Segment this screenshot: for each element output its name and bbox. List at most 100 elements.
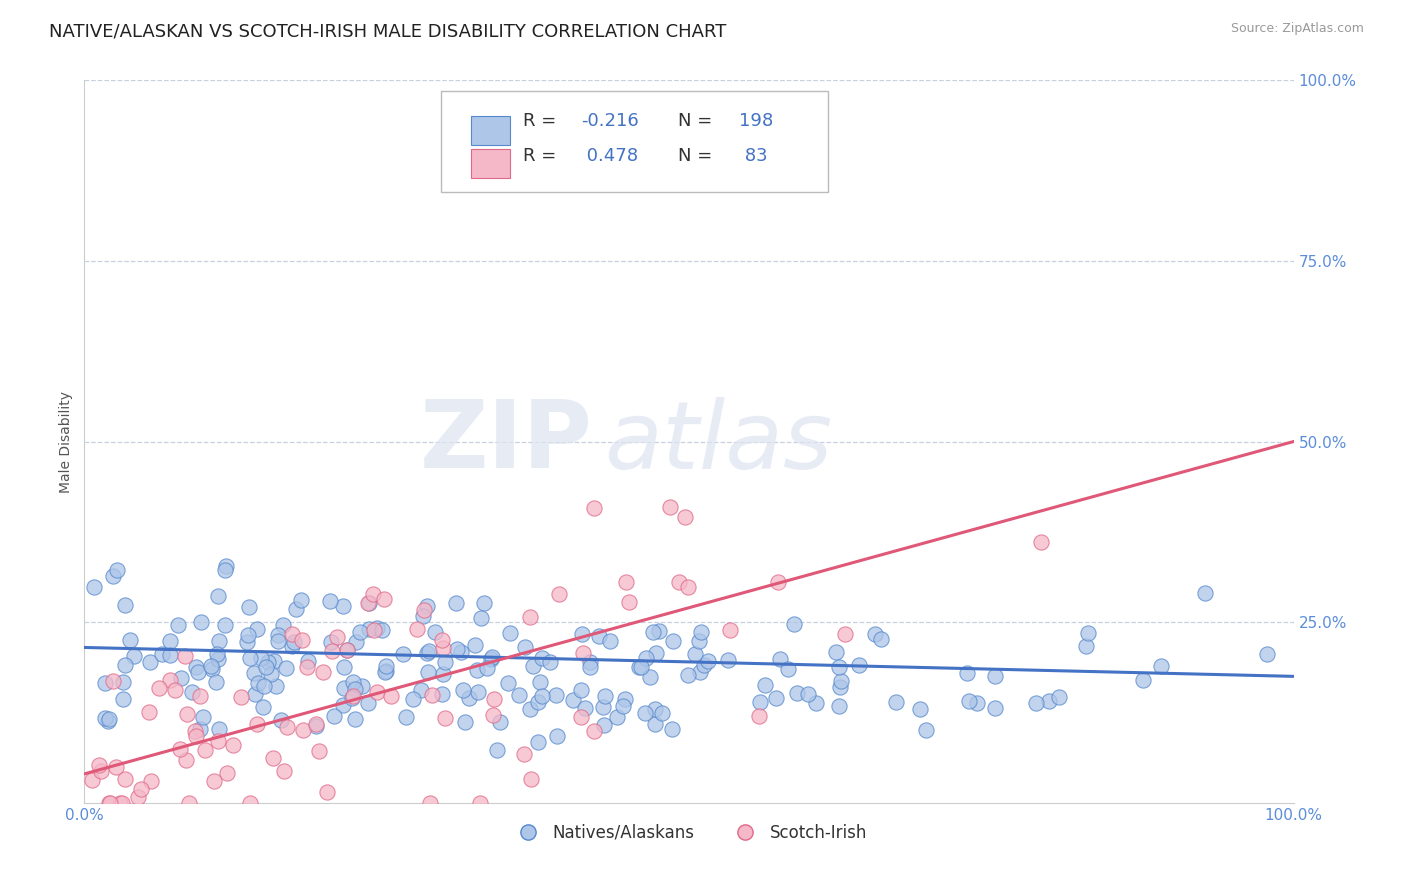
Point — [323, 709, 346, 723]
Point — [1256, 647, 1278, 661]
Point — [661, 722, 683, 736]
Point — [254, 660, 277, 674]
Point — [984, 669, 1007, 683]
Point — [291, 723, 314, 738]
Point — [107, 564, 129, 578]
Point — [373, 591, 395, 606]
Point — [183, 723, 205, 738]
Point — [191, 709, 214, 723]
Point — [129, 781, 152, 796]
Point — [283, 635, 305, 649]
Point — [606, 710, 628, 724]
Point — [432, 641, 454, 656]
Point — [477, 661, 499, 675]
Point — [247, 675, 270, 690]
Point — [312, 665, 335, 680]
FancyBboxPatch shape — [441, 91, 828, 193]
Point — [101, 674, 124, 689]
Point — [538, 655, 561, 669]
Point — [336, 642, 359, 657]
Point — [344, 635, 367, 649]
Point — [444, 596, 467, 610]
Point — [297, 654, 319, 668]
Point — [446, 641, 468, 656]
Point — [305, 719, 328, 733]
Point — [612, 699, 634, 714]
Point — [374, 665, 396, 679]
Point — [630, 660, 652, 674]
Point — [479, 651, 502, 665]
Point — [718, 624, 741, 638]
Point — [319, 594, 342, 608]
Point — [188, 689, 211, 703]
Point — [174, 753, 197, 767]
Point — [342, 675, 364, 690]
Point — [315, 785, 337, 799]
Text: R =: R = — [523, 112, 562, 130]
Point — [363, 624, 385, 638]
Legend: Natives/Alaskans, Scotch-Irish: Natives/Alaskans, Scotch-Irish — [505, 817, 873, 848]
Point — [519, 702, 541, 716]
Point — [522, 659, 544, 673]
Point — [97, 714, 120, 729]
Point — [326, 630, 349, 644]
Point — [693, 658, 716, 673]
Point — [357, 697, 380, 711]
Point — [187, 665, 209, 679]
Point — [529, 675, 551, 690]
Point — [530, 689, 553, 703]
Point — [263, 654, 285, 668]
Point — [98, 796, 121, 810]
Point — [308, 744, 330, 758]
Point — [1031, 534, 1053, 549]
Point — [748, 709, 770, 723]
Point — [238, 599, 260, 614]
Text: 0.478: 0.478 — [581, 147, 638, 165]
Point — [246, 716, 269, 731]
Point — [765, 691, 787, 706]
Point — [956, 666, 979, 681]
Point — [297, 660, 319, 674]
Point — [391, 647, 413, 661]
Point — [1194, 585, 1216, 599]
Point — [274, 661, 297, 675]
Point — [374, 659, 396, 673]
Point — [412, 608, 434, 623]
Point — [423, 625, 446, 640]
Point — [336, 643, 359, 657]
Point — [87, 758, 110, 772]
Point — [332, 698, 354, 712]
Point — [884, 695, 907, 709]
Point — [748, 695, 770, 709]
Point — [1150, 658, 1173, 673]
Point — [616, 575, 638, 590]
Point — [239, 651, 262, 665]
Point — [453, 714, 475, 729]
Point — [374, 665, 396, 679]
Point — [112, 675, 135, 690]
Point — [786, 685, 808, 699]
Point — [599, 634, 621, 648]
Point — [103, 569, 125, 583]
Point — [638, 670, 661, 684]
Point — [214, 563, 236, 577]
Text: R =: R = — [523, 147, 562, 165]
Point — [165, 683, 187, 698]
Point — [207, 652, 229, 666]
Point — [250, 650, 273, 665]
Point — [111, 796, 134, 810]
Point — [830, 674, 852, 689]
Point — [513, 747, 536, 762]
Point — [870, 632, 893, 647]
Point — [488, 715, 510, 730]
Point — [678, 668, 700, 682]
Point — [349, 624, 371, 639]
Point — [513, 640, 536, 654]
Text: N =: N = — [678, 112, 718, 130]
Point — [188, 722, 211, 736]
Point — [499, 625, 522, 640]
Text: -0.216: -0.216 — [581, 112, 640, 130]
Point — [1025, 696, 1047, 710]
Point — [825, 645, 848, 659]
Point — [361, 587, 384, 601]
